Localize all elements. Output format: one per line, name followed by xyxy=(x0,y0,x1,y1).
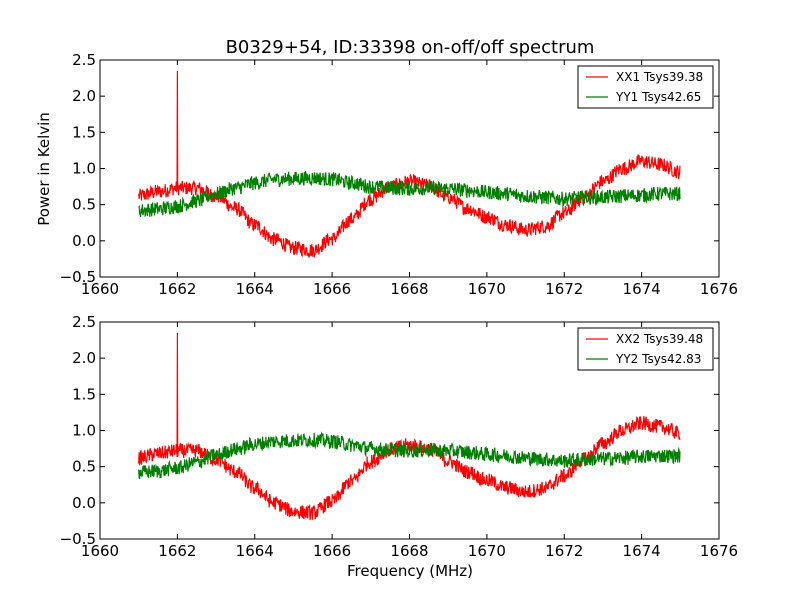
x-tick-label: 1670 xyxy=(468,542,506,560)
y-tick-label: 1.0 xyxy=(72,422,96,440)
x-tick-label: 1672 xyxy=(545,280,583,298)
legend-box xyxy=(577,65,714,109)
y-tick-label: 2.0 xyxy=(72,87,96,105)
y-tick-label: 0.5 xyxy=(72,196,96,214)
y-tick-label: −0.5 xyxy=(60,268,96,286)
x-tick-label: 1674 xyxy=(623,280,661,298)
x-tick-label: 1674 xyxy=(623,542,661,560)
y-tick-label: 2.5 xyxy=(72,313,96,331)
y-tick-label: 1.0 xyxy=(72,160,96,178)
x-tick-label: 1666 xyxy=(313,280,351,298)
x-tick-label: 1668 xyxy=(390,280,428,298)
y-tick-label: 0.0 xyxy=(72,232,96,250)
y-tick-label: 1.5 xyxy=(72,123,96,141)
bottom-plot-panel: 1660 1662 1664 1666 1668 1670 1672 1674 1676 −0.5… xyxy=(60,313,739,560)
y-tick-label: 0.0 xyxy=(72,494,96,512)
series-line-2 xyxy=(138,171,681,218)
x-tick-label: 1662 xyxy=(158,542,196,560)
y-tick-label: −0.5 xyxy=(60,530,96,548)
series-group xyxy=(138,332,681,521)
legend-label-1: XX1 Tsys39.38 xyxy=(616,70,703,84)
x-tick-label: 1676 xyxy=(700,542,738,560)
x-tick-label: 1664 xyxy=(236,280,274,298)
legend-label-2: YY2 Tsys42.83 xyxy=(615,352,701,366)
series-group xyxy=(138,70,681,259)
legend-label-2: YY1 Tsys42.65 xyxy=(615,90,701,104)
legend-label-1: XX2 Tsys39.48 xyxy=(616,332,703,346)
x-tick-label: 1660 xyxy=(81,542,119,560)
x-tick-label: 1666 xyxy=(313,542,351,560)
y-tick-label: 2.0 xyxy=(72,349,96,367)
x-axis-title: Frequency (MHz) xyxy=(347,562,473,580)
legend: XX1 Tsys39.38 YY1 Tsys42.65 xyxy=(577,65,714,109)
x-tick-label: 1668 xyxy=(390,542,428,560)
chart-title: B0329+54, ID:33398 on-off/off spectrum xyxy=(226,37,595,58)
top-plot-panel: 1660 1662 1664 1666 1668 1670 1672 1674 1676 −0.5… xyxy=(60,51,739,298)
x-tick-label: 1660 xyxy=(81,280,119,298)
x-tick-label: 1662 xyxy=(158,280,196,298)
x-tick-label: 1676 xyxy=(700,280,738,298)
legend: XX2 Tsys39.48 YY2 Tsys42.83 xyxy=(577,327,714,371)
x-tick-label: 1670 xyxy=(468,280,506,298)
legend-box xyxy=(577,327,714,371)
x-tick-label: 1672 xyxy=(545,542,583,560)
y-tick-label: 1.5 xyxy=(72,385,96,403)
y-axis-title: Power in Kelvin xyxy=(35,112,53,226)
x-tick-label: 1664 xyxy=(236,542,274,560)
y-tick-label: 2.5 xyxy=(72,51,96,69)
series-line-2 xyxy=(138,431,681,480)
y-tick-label: 0.5 xyxy=(72,458,96,476)
